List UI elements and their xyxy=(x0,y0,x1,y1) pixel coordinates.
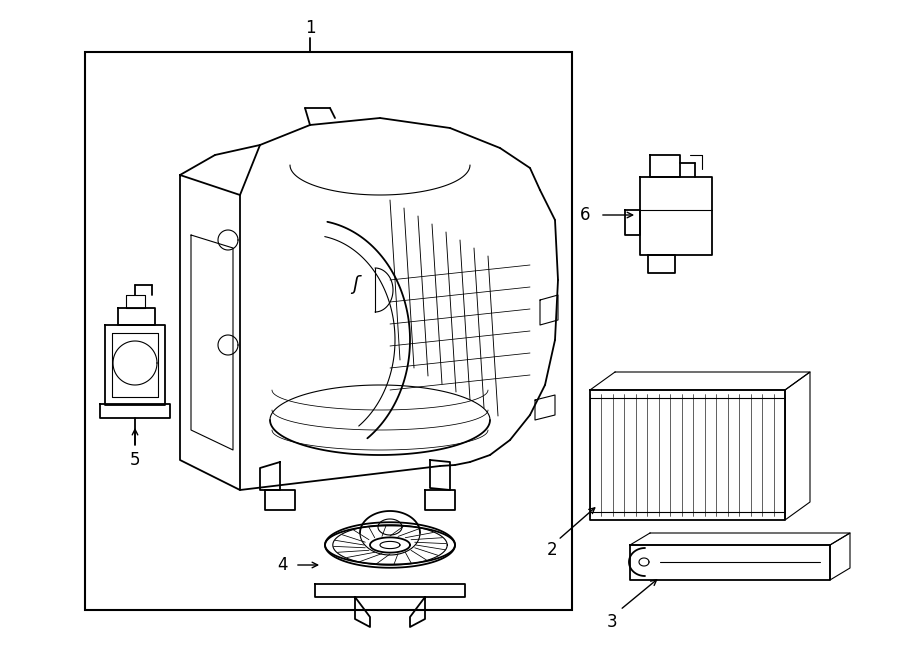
Polygon shape xyxy=(118,308,155,325)
Polygon shape xyxy=(535,395,555,420)
Bar xyxy=(85,52,572,610)
Polygon shape xyxy=(260,462,280,490)
Polygon shape xyxy=(410,597,425,627)
Polygon shape xyxy=(126,295,145,308)
Text: 6: 6 xyxy=(580,206,590,224)
Polygon shape xyxy=(590,390,785,520)
Polygon shape xyxy=(100,404,170,418)
Polygon shape xyxy=(430,460,450,490)
Polygon shape xyxy=(625,210,640,235)
Text: ʃ: ʃ xyxy=(352,276,358,295)
Polygon shape xyxy=(191,235,233,450)
Polygon shape xyxy=(180,175,240,490)
Polygon shape xyxy=(540,295,558,325)
Text: 1: 1 xyxy=(305,19,315,37)
Polygon shape xyxy=(315,584,465,597)
Polygon shape xyxy=(425,490,455,510)
Text: 3: 3 xyxy=(607,613,617,631)
Polygon shape xyxy=(640,177,712,255)
Polygon shape xyxy=(630,545,830,580)
Polygon shape xyxy=(648,255,675,273)
Polygon shape xyxy=(265,490,295,510)
Polygon shape xyxy=(650,155,680,177)
Text: 4: 4 xyxy=(278,556,288,574)
Polygon shape xyxy=(105,325,165,405)
Text: 5: 5 xyxy=(130,451,140,469)
Polygon shape xyxy=(355,597,370,627)
Polygon shape xyxy=(590,372,810,390)
Polygon shape xyxy=(785,372,810,520)
Polygon shape xyxy=(630,533,850,545)
Polygon shape xyxy=(830,533,850,580)
Text: 2: 2 xyxy=(546,541,557,559)
